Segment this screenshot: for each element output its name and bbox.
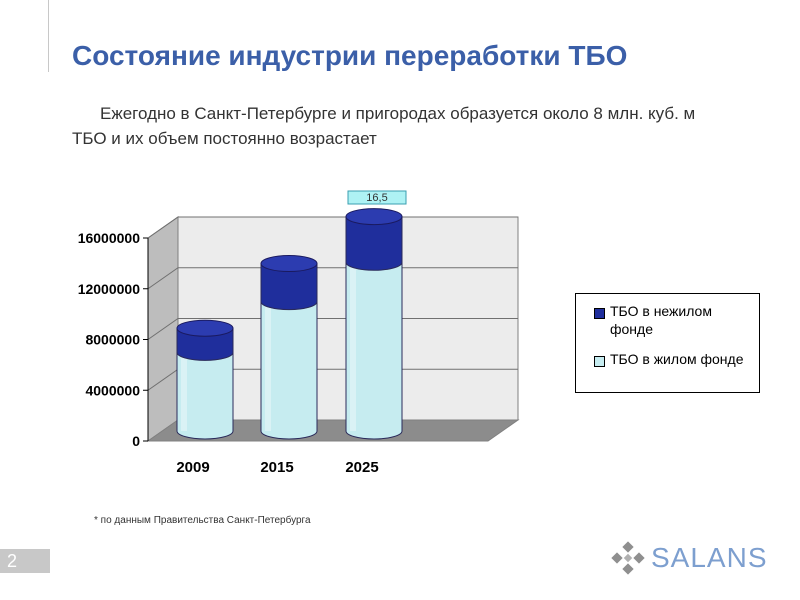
footnote: * по данным Правительства Санкт-Петербур… — [94, 515, 311, 526]
legend-label-nonresidential: ТБО в нежилом фонде — [610, 303, 712, 337]
legend-item-residential: ТБО в жилом фонде — [594, 350, 750, 368]
bar-top-cap-2025 — [345, 208, 403, 226]
logo-text: SALANS — [651, 542, 768, 573]
bar-residential-2025 — [345, 261, 403, 440]
x-tick-label-2009: 2009 — [176, 459, 209, 476]
chart-tick-labels: 0 4000000 8000000 12000000 16000000 2009 2015 2… — [78, 230, 379, 476]
chart-floor — [146, 419, 520, 442]
bar-nonresidential-2015 — [260, 263, 318, 311]
x-tick-label-2025: 2025 — [345, 459, 378, 476]
legend-swatch-residential — [594, 356, 605, 367]
gridline — [147, 267, 518, 290]
chart-legend: ТБО в нежилом фонде ТБО в жилом фонде — [575, 293, 760, 393]
y-tick-label: 4000000 — [85, 382, 140, 398]
annotation-label: 16,5 — [366, 192, 387, 204]
x-tick-label-2015: 2015 — [260, 459, 293, 476]
bar-group-2009 — [176, 319, 234, 440]
diamond-lattice-icon — [611, 541, 645, 575]
y-tick-label: 0 — [132, 433, 140, 449]
bar-top-cap-2009 — [176, 319, 234, 337]
bar-nonresidential-2025 — [345, 216, 403, 271]
bar-residential-2009 — [176, 351, 234, 440]
y-tick-label: 12000000 — [78, 281, 141, 297]
chart-gridlines — [143, 216, 518, 442]
bar-residential-2015 — [260, 301, 318, 440]
slide-title: Состояние индустрии переработки ТБО — [72, 40, 628, 71]
annotation-box — [347, 190, 407, 205]
company-logo: SALANS — [610, 538, 770, 578]
decorative-divider — [48, 0, 49, 72]
legend-item-nonresidential: ТБО в нежилом фонде — [594, 302, 750, 338]
chart-bars — [176, 208, 403, 440]
y-tick-label: 16000000 — [78, 230, 141, 246]
bar-nonresidential-2009 — [176, 327, 234, 361]
bar-top-cap-2015 — [260, 255, 318, 273]
chart-annotation: 16,5 — [347, 190, 407, 205]
gridline — [147, 216, 518, 239]
page-number: 2 — [0, 549, 50, 573]
gridline — [147, 318, 518, 340]
bar-group-2015 — [260, 255, 318, 440]
slide-subtitle: Ежегодно в Санкт-Петербурге и пригородах… — [72, 104, 696, 148]
bar-group-2025 — [345, 208, 403, 440]
bar-highlight — [265, 303, 271, 431]
legend-label-residential: ТБО в жилом фонде — [610, 351, 744, 367]
y-tick-label: 8000000 — [85, 332, 140, 348]
legend-swatch-nonresidential — [594, 308, 605, 319]
bar-highlight — [181, 354, 187, 431]
bar-highlight — [350, 264, 356, 431]
